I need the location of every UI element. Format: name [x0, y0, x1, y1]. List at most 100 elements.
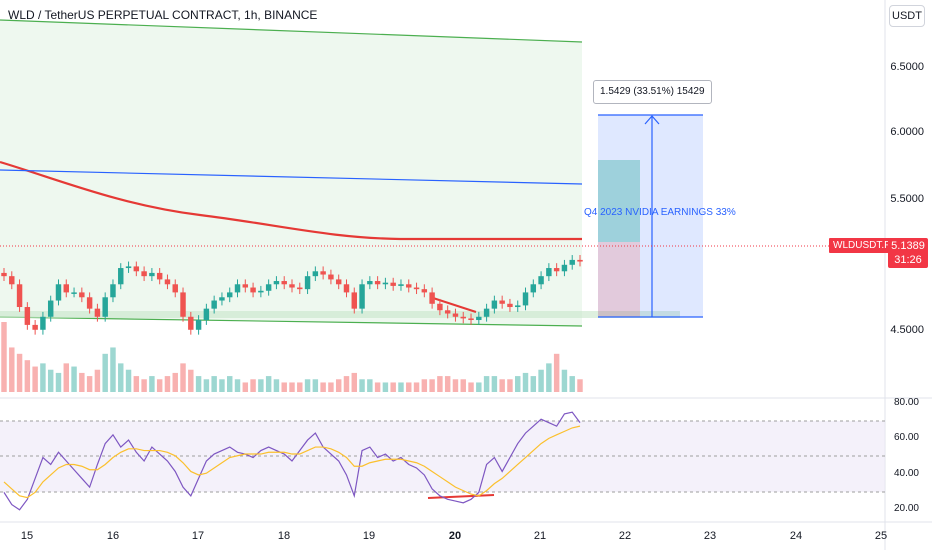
candle-body [203, 308, 210, 321]
volume-bar [265, 376, 272, 392]
candle-body [515, 305, 521, 308]
candle-body [149, 272, 155, 277]
volume-bar [164, 376, 171, 392]
candle-body [265, 284, 272, 291]
volume-bar [71, 366, 77, 392]
rsi-tick-label: 20.00 [893, 503, 919, 514]
time-tick-label: 17 [191, 530, 205, 542]
volume-bar [188, 369, 194, 392]
volume-bar [273, 379, 280, 392]
rsi-tick-label: 60.00 [893, 432, 919, 443]
volume-bar [421, 379, 428, 392]
volume-bar [577, 379, 583, 392]
volume-bar [328, 382, 334, 392]
candle-body [577, 259, 583, 262]
volume-bar [530, 376, 537, 392]
candle-body [32, 324, 38, 330]
volume-bar [156, 379, 163, 392]
candle-body [312, 271, 319, 277]
volume-bar [522, 372, 529, 392]
candle-body [71, 292, 77, 294]
candle-body [102, 297, 108, 317]
volume-bar [553, 353, 560, 392]
volume-bar [125, 369, 132, 392]
time-tick-label: 20 [448, 530, 462, 542]
symbol-badge: WLDUSDT.P [829, 238, 895, 253]
rsi-band [0, 421, 885, 492]
volume-bar [499, 379, 505, 392]
volume-bar [351, 372, 357, 392]
volume-bar [374, 382, 381, 392]
price-tick-label: 5.5000 [890, 193, 924, 205]
candle-body [476, 316, 482, 321]
volume-bar [367, 379, 373, 392]
candle-body [289, 284, 295, 288]
volume-bar [94, 369, 101, 392]
volume-bar [47, 369, 54, 392]
volume-bar [172, 372, 178, 392]
volume-bar [141, 379, 147, 392]
volume-bar [211, 376, 217, 392]
candle-body [227, 292, 233, 298]
unit-button[interactable]: USDT [889, 5, 925, 27]
volume-bar [538, 369, 544, 392]
candle-body [40, 316, 46, 330]
candle-body [219, 297, 225, 301]
volume-bar [250, 379, 256, 392]
candle-body [413, 287, 420, 290]
volume-bar [507, 379, 513, 392]
candle-body [421, 289, 428, 293]
volume-bar [16, 353, 23, 392]
volume-bar [219, 379, 225, 392]
volume-bar [289, 382, 295, 392]
candles [1, 255, 583, 335]
candle-body [9, 276, 15, 285]
candle-body [398, 284, 404, 286]
rsi-divergence-line [427, 494, 495, 499]
candle-body [546, 268, 552, 277]
candle-body [63, 284, 69, 293]
candle-body [499, 300, 505, 304]
channel-upper-line [0, 19, 583, 43]
candle-body [156, 272, 163, 280]
volume-bar [79, 372, 85, 392]
volume-bar [1, 322, 7, 392]
candle-body [359, 284, 365, 309]
current-price-box: 5.1389 31:26 [888, 238, 928, 268]
candle-body [188, 316, 194, 330]
candle-body [47, 300, 54, 317]
candle-body [164, 279, 171, 285]
volume-bar [491, 376, 498, 392]
volume-bar [398, 382, 404, 392]
volume-bar [335, 379, 342, 392]
volume-bar [429, 379, 435, 392]
candle-body [297, 287, 303, 290]
volume-bar [343, 376, 350, 392]
time-tick-label: 22 [618, 530, 632, 542]
volume-bar [437, 376, 443, 392]
projection-gain-box [598, 160, 640, 242]
candle-body [437, 303, 443, 311]
volume-bar [390, 382, 396, 392]
support-zone [0, 311, 680, 318]
rsi-lines [3, 411, 581, 511]
candle-body [328, 274, 334, 280]
volume-bar [297, 382, 303, 392]
projection-base-box [598, 242, 640, 317]
volume-bar [149, 376, 155, 392]
time-tick-label: 21 [533, 530, 547, 542]
candle-body [507, 303, 513, 308]
candle-body [530, 284, 537, 293]
channel-fill [0, 20, 582, 326]
volume-bar [406, 382, 412, 392]
volume-bar [444, 376, 451, 392]
time-tick-label: 16 [106, 530, 120, 542]
volume-bar [86, 376, 93, 392]
volume-bar [203, 379, 210, 392]
candle-body [343, 284, 350, 293]
volume-bar [63, 363, 69, 392]
candle-body [304, 276, 311, 290]
candle-body [79, 292, 85, 298]
volume-bar [312, 379, 319, 392]
